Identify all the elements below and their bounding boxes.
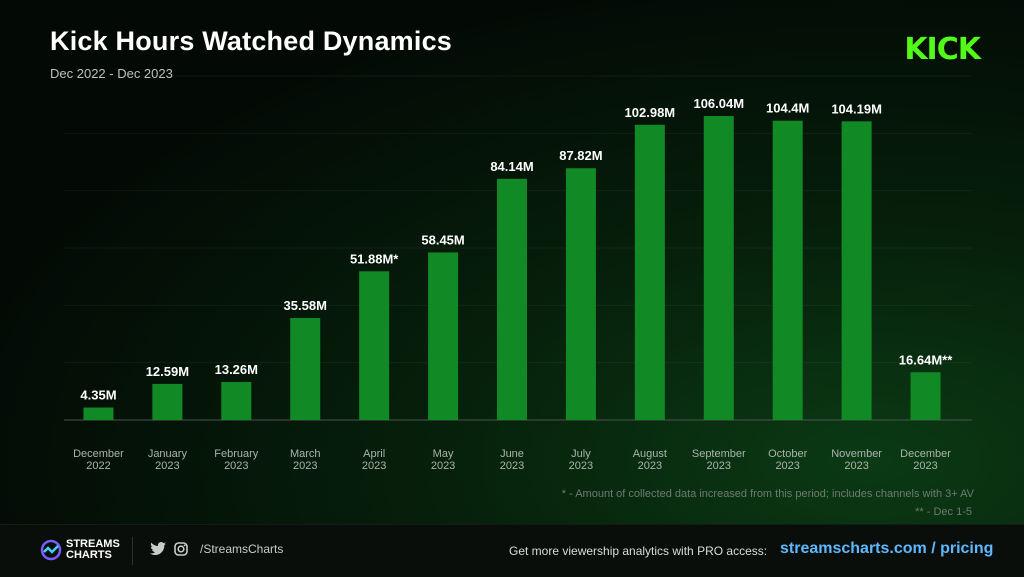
social-handle[interactable]: /StreamsCharts	[200, 542, 284, 556]
pro-access-text: Get more viewership analytics with PRO a…	[509, 544, 768, 558]
x-tick-label-0-1: 2022	[86, 460, 110, 472]
x-tick-label-4-0: April	[363, 448, 385, 460]
x-tick-label-12-1: 2023	[913, 460, 937, 472]
x-tick-label-3-0: March	[290, 448, 321, 460]
x-tick-label-6-1: 2023	[500, 460, 524, 472]
data-label-3: 35.58M	[284, 298, 327, 313]
x-tick-label-9-0: September	[692, 448, 746, 460]
streamscharts-logo-icon	[40, 539, 62, 561]
pricing-link[interactable]: streamscharts.com / pricing	[780, 540, 994, 557]
x-tick-label-12-0: December	[900, 448, 951, 460]
streamscharts-brand[interactable]: STREAMS CHARTS	[40, 539, 120, 561]
bar-8	[634, 124, 665, 421]
x-tick-label-5-1: 2023	[431, 460, 455, 472]
bar-11	[841, 121, 872, 421]
bar-4	[359, 271, 390, 420]
bar-3	[290, 318, 321, 420]
data-label-4: 51.88M*	[350, 251, 399, 266]
data-label-12: 16.64M**	[899, 352, 953, 367]
bar-chart: 4.35MDecember202212.59MJanuary202313.26M…	[64, 96, 972, 472]
bar-12	[910, 372, 941, 420]
data-label-6: 84.14M	[490, 159, 533, 174]
twitter-icon[interactable]	[150, 542, 166, 556]
data-label-1: 12.59M	[146, 364, 189, 379]
data-label-7: 87.82M	[559, 148, 602, 163]
brand-text: STREAMS CHARTS	[66, 539, 120, 561]
x-tick-label-7-0: July	[571, 448, 591, 460]
instagram-icon[interactable]	[174, 542, 188, 556]
footer-divider	[132, 537, 133, 565]
chart-title: Kick Hours Watched Dynamics	[50, 26, 453, 56]
bar-0	[83, 407, 114, 420]
x-tick-label-11-0: November	[831, 448, 882, 460]
social-links: /StreamsCharts	[150, 542, 283, 556]
x-tick-label-0-0: December	[73, 448, 124, 460]
brand-line-2: CHARTS	[66, 549, 112, 561]
data-label-0: 4.35M	[80, 388, 116, 403]
bar-1	[152, 383, 183, 420]
footer-bar: STREAMS CHARTS /StreamsCharts Get more v…	[0, 524, 1024, 577]
x-tick-label-8-0: August	[633, 448, 667, 460]
x-tick-label-10-0: October	[768, 448, 807, 460]
footnote-asterisk: * - Amount of collected data increased f…	[561, 488, 974, 500]
x-tick-label-2-1: 2023	[224, 460, 248, 472]
x-tick-label-9-1: 2023	[707, 460, 731, 472]
data-label-8: 102.98M	[625, 105, 676, 120]
x-tick-label-7-1: 2023	[569, 460, 593, 472]
brand-line-1: STREAMS	[66, 538, 120, 550]
bar-6	[497, 178, 527, 420]
data-label-9: 106.04M	[693, 96, 744, 111]
x-tick-label-10-1: 2023	[775, 460, 799, 472]
data-label-11: 104.19M	[831, 101, 882, 116]
x-tick-label-5-0: May	[433, 448, 454, 460]
data-label-5: 58.45M	[421, 232, 464, 247]
x-tick-label-3-1: 2023	[293, 460, 317, 472]
kick-logo: KICK	[904, 32, 981, 67]
x-tick-label-4-1: 2023	[362, 460, 386, 472]
x-tick-label-6-0: June	[500, 448, 524, 460]
x-tick-label-8-1: 2023	[638, 460, 662, 472]
date-range: Dec 2022 - Dec 2023	[50, 66, 173, 81]
x-tick-label-1-1: 2023	[155, 460, 179, 472]
bar-2	[221, 381, 252, 420]
data-label-10: 104.4M	[766, 101, 809, 116]
x-tick-label-11-1: 2023	[844, 460, 868, 472]
bar-10	[772, 120, 803, 420]
x-tick-label-1-0: January	[148, 448, 188, 460]
bar-5	[428, 252, 459, 420]
x-tick-label-2-0: February	[214, 448, 259, 460]
bar-9	[703, 116, 734, 420]
bar-7	[565, 168, 596, 420]
data-label-2: 13.26M	[215, 362, 258, 377]
footnote-double-asterisk: ** - Dec 1-5	[915, 506, 972, 518]
